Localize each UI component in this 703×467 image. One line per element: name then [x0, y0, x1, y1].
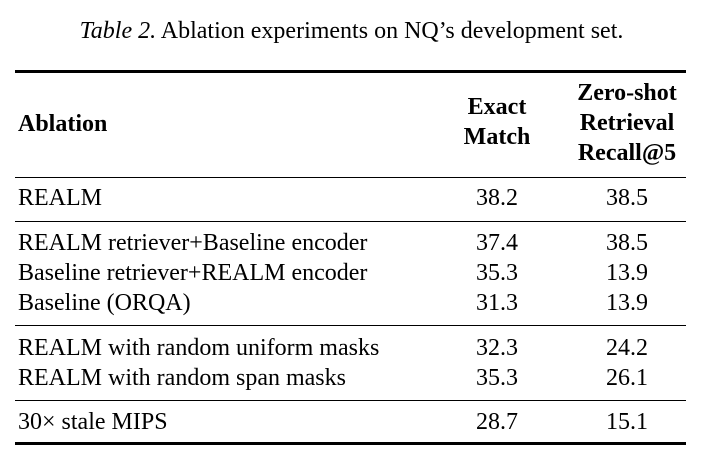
- row-exact-match: 38.2: [476, 185, 518, 211]
- row-ablation-name: REALM with random uniform masks: [18, 335, 380, 361]
- caption-label: Table 2.: [79, 18, 157, 44]
- header-zero-shot-recall: Zero-shot Retrieval Recall@5: [567, 78, 687, 168]
- group-rule: [15, 221, 686, 222]
- header-zero-shot-line1: Zero-shot: [577, 80, 677, 106]
- header-zero-shot-line2: Retrieval: [579, 110, 675, 136]
- table-caption: Table 2. Ablation experiments on NQ’s de…: [0, 13, 703, 49]
- row-recall: 15.1: [606, 409, 648, 435]
- row-ablation-name: Baseline (ORQA): [18, 290, 191, 316]
- row-recall: 26.1: [606, 365, 648, 391]
- row-exact-match: 35.3: [476, 260, 518, 286]
- row-recall: 24.2: [606, 335, 648, 361]
- bottom-rule: [15, 442, 686, 445]
- row-ablation-name: 30× stale MIPS: [18, 409, 168, 435]
- row-exact-match: 31.3: [476, 290, 518, 316]
- row-exact-match: 28.7: [476, 409, 518, 435]
- row-exact-match: 37.4: [476, 230, 518, 256]
- header-exact-match-line2: Match: [463, 124, 531, 150]
- row-recall: 13.9: [606, 290, 648, 316]
- group-rule: [15, 325, 686, 326]
- row-recall: 38.5: [606, 185, 648, 211]
- group-rule: [15, 400, 686, 401]
- caption-text: Ablation experiments on NQ’s development…: [160, 18, 624, 44]
- header-exact-match: Exact Match: [447, 92, 547, 152]
- header-ablation: Ablation: [18, 111, 108, 137]
- row-ablation-name: REALM retriever+Baseline encoder: [18, 230, 368, 256]
- top-rule: [15, 70, 686, 73]
- row-exact-match: 32.3: [476, 335, 518, 361]
- row-recall: 13.9: [606, 260, 648, 286]
- header-exact-match-line1: Exact: [467, 94, 527, 120]
- row-ablation-name: REALM with random span masks: [18, 365, 346, 391]
- row-exact-match: 35.3: [476, 365, 518, 391]
- header-zero-shot-line3: Recall@5: [577, 140, 677, 166]
- row-ablation-name: REALM: [18, 185, 102, 211]
- row-recall: 38.5: [606, 230, 648, 256]
- header-rule: [15, 177, 686, 178]
- row-ablation-name: Baseline retriever+REALM encoder: [18, 260, 368, 286]
